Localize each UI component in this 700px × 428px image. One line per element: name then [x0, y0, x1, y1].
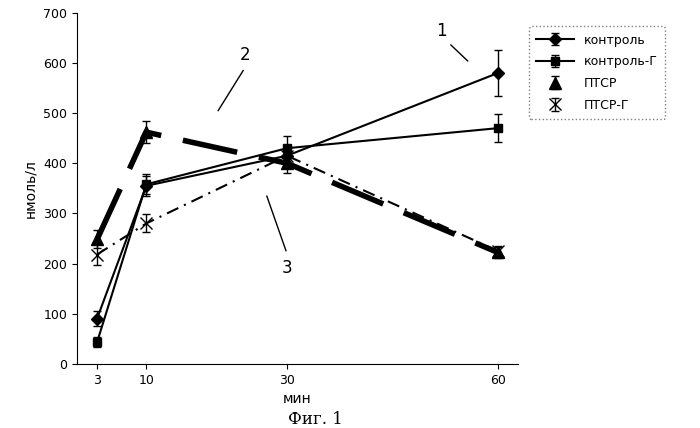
Text: 3: 3 — [281, 259, 293, 276]
Legend: контроль, контроль-Г, ПТСР, ПТСР-Г: контроль, контроль-Г, ПТСР, ПТСР-Г — [528, 26, 665, 119]
Text: 1: 1 — [436, 22, 447, 40]
Text: 2: 2 — [239, 46, 250, 64]
X-axis label: мин: мин — [283, 392, 312, 406]
Y-axis label: нмоль/л: нмоль/л — [24, 159, 38, 218]
Text: Фиг. 1: Фиг. 1 — [288, 411, 342, 428]
